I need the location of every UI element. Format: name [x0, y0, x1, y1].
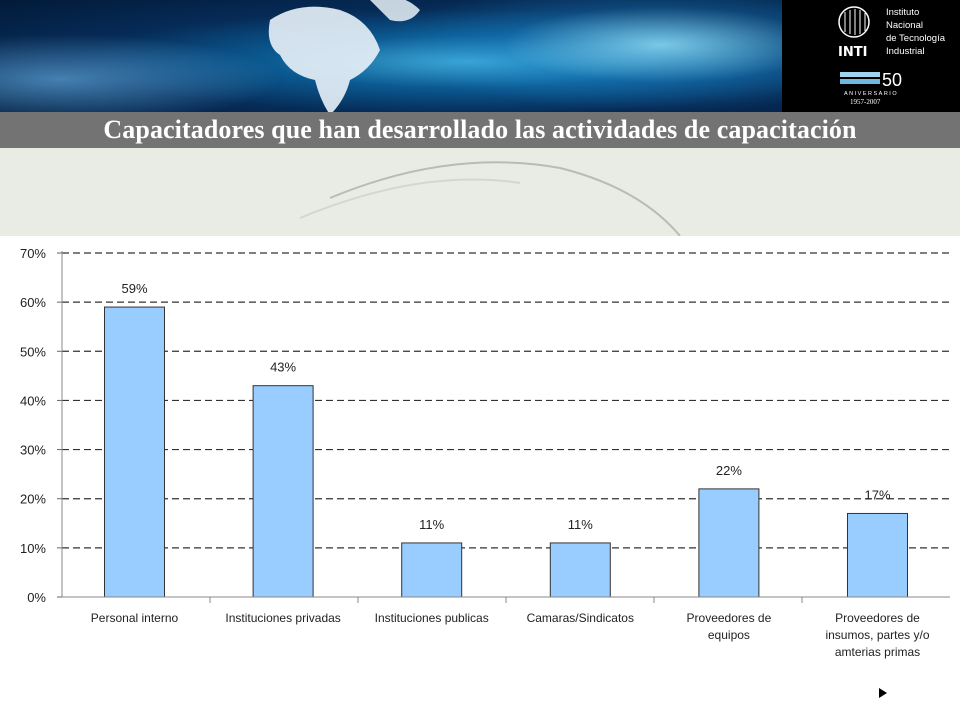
bar	[252, 385, 314, 598]
bar-chart: 0% 10% 20% 30% 40% 50% 60% 70% 59% 43% 11% 11% 22% 1…	[20, 246, 950, 659]
bar	[698, 488, 760, 598]
banner-glow	[0, 30, 300, 112]
bar	[401, 542, 463, 598]
data-label: 43%	[270, 360, 296, 375]
category-label: Camaras/Sindicatos	[527, 611, 634, 625]
category-label: Instituciones privadas	[225, 611, 340, 625]
data-label: 11%	[568, 517, 593, 532]
y-tick-label: 40%	[20, 393, 46, 408]
bar	[847, 512, 908, 598]
anniversary-years: 1957-2007	[850, 98, 881, 106]
slide-title: Capacitadores que han desarrollado las a…	[103, 115, 857, 144]
inti-emblem-icon	[838, 6, 870, 38]
y-tick-label: 70%	[20, 246, 46, 261]
bars: 59% 43% 11% 11% 22% 17%	[104, 281, 908, 598]
y-tick-label: 30%	[20, 443, 46, 458]
category-label: Personal interno	[91, 611, 179, 625]
banner-glow	[380, 0, 782, 112]
y-tick-label: 60%	[20, 295, 46, 310]
logo-line: Instituto	[886, 7, 919, 18]
category-label: Proveedores de insumos, partes y/o amteria…	[825, 611, 929, 659]
category-label: Instituciones publicas	[375, 611, 489, 625]
anniversary-word: ANIVERSARIO	[844, 91, 898, 97]
anniversary-stripes-icon	[840, 72, 880, 84]
category-label: Proveedores de equipos	[687, 611, 772, 642]
logo-acronym: INTI	[838, 45, 867, 60]
data-label: 59%	[121, 281, 147, 296]
header-banner	[0, 0, 782, 112]
logo-line: Nacional	[886, 20, 923, 31]
bar	[549, 542, 611, 598]
gridlines	[62, 252, 950, 549]
decorative-band	[0, 148, 960, 236]
data-label: 22%	[716, 463, 742, 478]
title-bar: Capacitadores que han desarrollado las a…	[0, 112, 960, 148]
logo-line: de Tecnología	[886, 33, 946, 44]
y-tick-label: 10%	[20, 541, 46, 556]
y-axis: 0% 10% 20% 30% 40% 50% 60% 70%	[20, 246, 63, 605]
logo-line: Industrial	[886, 46, 925, 57]
x-axis: Personal interno Instituciones privadas In…	[62, 596, 950, 659]
y-tick-label: 20%	[20, 492, 46, 507]
data-label: 17%	[864, 487, 890, 502]
next-slide-icon[interactable]	[879, 688, 887, 698]
bar	[104, 306, 165, 598]
y-tick-label: 50%	[20, 344, 46, 359]
y-tick-label: 0%	[27, 590, 46, 605]
globe-image	[268, 0, 420, 112]
anniversary-number: 50	[882, 70, 902, 90]
inti-logo: INTI Instituto Nacional de Tecnología In…	[782, 0, 960, 112]
data-label: 11%	[419, 517, 444, 532]
